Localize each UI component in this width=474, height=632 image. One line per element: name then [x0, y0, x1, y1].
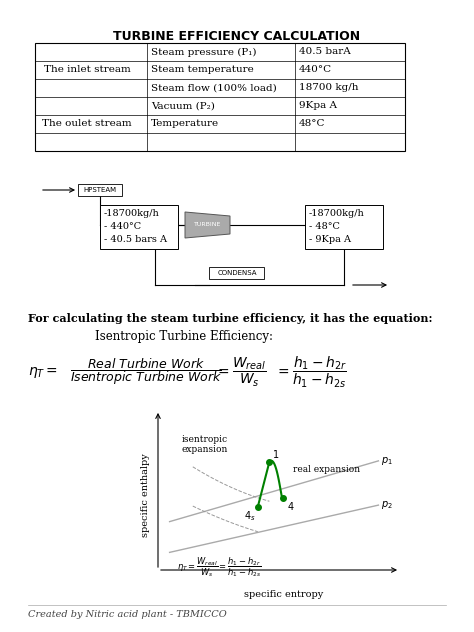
Text: $\eta_T =$: $\eta_T =$: [28, 365, 58, 379]
Text: specific enthalpy: specific enthalpy: [142, 453, 151, 537]
Bar: [305, 205, 383, 249]
Text: - 48°C: - 48°C: [309, 222, 340, 231]
Polygon shape: [185, 212, 230, 238]
Text: $\dfrac{\mathit{Real\ Turbine\ Work}}{\mathit{Isentropic\ Turbine\ Work}}$: $\dfrac{\mathit{Real\ Turbine\ Work}}{\m…: [70, 356, 222, 387]
Text: For calculating the steam turbine efficiency, it has the equation:: For calculating the steam turbine effici…: [28, 313, 432, 324]
Text: $\eta_T = \dfrac{W_{real}}{W_s} = \dfrac{h_1-h_{2r}}{h_1-h_{2s}}$: $\eta_T = \dfrac{W_{real}}{W_s} = \dfrac…: [176, 555, 261, 579]
Text: HPSTEAM: HPSTEAM: [83, 187, 117, 193]
Text: Steam temperature: Steam temperature: [151, 66, 254, 75]
Text: TURBINE: TURBINE: [194, 222, 221, 228]
Text: TURBINE EFFICIENCY CALCULATION: TURBINE EFFICIENCY CALCULATION: [113, 30, 361, 43]
Bar: [100, 205, 178, 249]
Text: The inlet stream: The inlet stream: [44, 66, 130, 75]
Text: Vacuum (P₂): Vacuum (P₂): [151, 102, 215, 111]
Text: isentropic
expansion: isentropic expansion: [181, 435, 228, 454]
Text: - 9Kpa A: - 9Kpa A: [309, 235, 351, 244]
Text: CONDENSA: CONDENSA: [217, 270, 257, 276]
Text: 440°C: 440°C: [299, 66, 332, 75]
Bar: [210, 267, 264, 279]
Text: Steam pressure (P₁): Steam pressure (P₁): [151, 47, 256, 56]
Text: 9Kpa A: 9Kpa A: [299, 102, 337, 111]
Text: - 440°C: - 440°C: [104, 222, 141, 231]
Text: Isentropic Turbine Efficiency:: Isentropic Turbine Efficiency:: [95, 330, 273, 343]
Text: Steam flow (100% load): Steam flow (100% load): [151, 83, 277, 92]
Bar: [78, 184, 122, 196]
Text: 1: 1: [273, 450, 280, 460]
Text: $= \dfrac{h_1 - h_{2r}}{h_1 - h_{2s}}$: $= \dfrac{h_1 - h_{2r}}{h_1 - h_{2s}}$: [275, 355, 347, 389]
Text: Temperature: Temperature: [151, 119, 219, 128]
Text: -18700kg/h: -18700kg/h: [104, 209, 160, 218]
Text: $4_s$: $4_s$: [244, 509, 255, 523]
Text: - 40.5 bars A: - 40.5 bars A: [104, 235, 167, 244]
Bar: [35, 43, 405, 151]
Text: specific entropy: specific entropy: [245, 590, 324, 599]
Text: -18700kg/h: -18700kg/h: [309, 209, 365, 218]
Text: 48°C: 48°C: [299, 119, 326, 128]
Text: $= \dfrac{W_{real}}{W_s}$: $= \dfrac{W_{real}}{W_s}$: [215, 355, 267, 389]
Text: Created by Nitric acid plant - TBMICCO: Created by Nitric acid plant - TBMICCO: [28, 610, 227, 619]
Text: real expansion: real expansion: [292, 465, 360, 474]
Text: 18700 kg/h: 18700 kg/h: [299, 83, 358, 92]
Text: $4$: $4$: [287, 500, 295, 512]
Text: The oulet stream: The oulet stream: [42, 119, 132, 128]
Text: $p_1$: $p_1$: [381, 455, 392, 467]
Text: $p_2$: $p_2$: [381, 499, 392, 511]
Text: 40.5 barA: 40.5 barA: [299, 47, 351, 56]
